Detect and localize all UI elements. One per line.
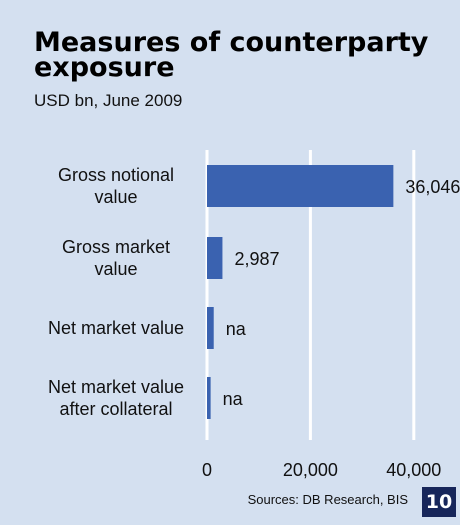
category-label-0-1: value <box>94 187 137 207</box>
value-label-2: na <box>226 319 247 339</box>
category-label-1-1: value <box>94 259 137 279</box>
page-number-badge: 10 <box>422 487 456 517</box>
bar-2 <box>207 307 214 349</box>
bar-0 <box>207 165 393 207</box>
value-label-0: 36,046 <box>405 177 460 197</box>
value-label-1: 2,987 <box>234 249 279 269</box>
bar-3 <box>207 377 211 419</box>
category-label-0-0: Gross notional <box>58 165 174 185</box>
value-label-3: na <box>223 389 244 409</box>
source-note: Sources: DB Research, BIS <box>248 492 408 507</box>
category-label-1-0: Gross market <box>62 237 170 257</box>
bar-1 <box>207 237 222 279</box>
x-tick-label-2: 40,000 <box>386 460 441 480</box>
category-label-3-1: after collateral <box>59 399 172 419</box>
category-label-2-0: Net market value <box>48 318 184 338</box>
x-tick-label-1: 20,000 <box>283 460 338 480</box>
category-label-3-0: Net market value <box>48 377 184 397</box>
x-tick-label-0: 0 <box>202 460 212 480</box>
